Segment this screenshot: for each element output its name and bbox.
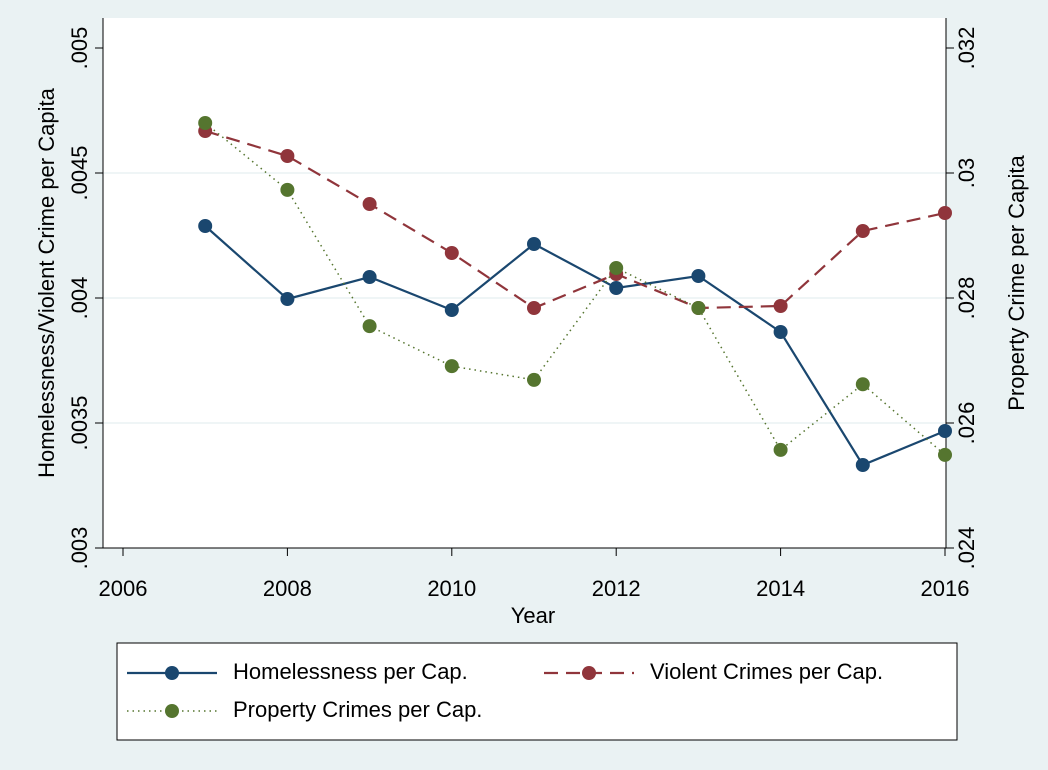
series-marker [938,206,952,220]
legend-label: Property Crimes per Cap. [233,697,482,722]
series-marker [938,447,952,462]
series-marker [773,442,788,457]
series-marker [444,303,459,317]
series-marker [855,224,870,238]
series-marker [527,301,541,315]
series-marker [362,319,377,334]
y2-tick-label: .028 [954,277,979,320]
series-marker [609,261,624,275]
legend-marker [582,666,596,680]
legend-marker [165,704,179,718]
x-tick-label: 2008 [263,576,312,601]
y-tick-label: .0045 [67,145,92,200]
y2-tick-label: .032 [954,27,979,70]
series-marker [280,292,295,306]
series-marker [527,372,541,387]
series-marker [198,116,213,130]
y2-tick-label: .026 [954,402,979,445]
series-marker [691,269,706,283]
plot-area [103,18,946,548]
series-marker [855,377,870,392]
x-tick-label: 2016 [921,576,970,601]
y-axis-title: Homelessness/Violent Crime per Capita [34,87,59,477]
series-marker [362,197,377,211]
series-marker [280,149,295,163]
series-marker [773,325,788,339]
series-marker [527,237,541,251]
legend-marker [165,666,179,680]
series-marker [773,299,788,313]
x-axis-title: Year [511,603,555,628]
legend-label: Violent Crimes per Cap. [650,659,883,684]
x-tick-label: 2006 [99,576,148,601]
series-line [204,122,946,456]
series-marker [444,359,459,374]
x-tick-label: 2010 [427,576,476,601]
series-line [204,129,946,310]
y-tick-label: .003 [67,527,92,570]
x-tick-label: 2014 [756,576,805,601]
series-marker [691,301,706,315]
y-tick-label: .005 [67,27,92,70]
series-marker [938,424,952,438]
series-marker [444,246,459,260]
series-marker [855,458,870,472]
series-marker [609,281,624,295]
y2-tick-label: .03 [954,158,979,189]
series-line [204,225,946,467]
legend-box [116,642,958,741]
y-tick-label: .0035 [67,395,92,450]
y2-axis-title: Property Crime per Capita [1004,154,1029,410]
legend-label: Homelessness per Cap. [233,659,468,684]
series-marker [362,270,377,284]
x-tick-label: 2012 [592,576,641,601]
series-marker [280,182,295,197]
y-tick-label: .004 [67,277,92,320]
series-marker [198,219,213,233]
y2-tick-label: .024 [954,527,979,570]
